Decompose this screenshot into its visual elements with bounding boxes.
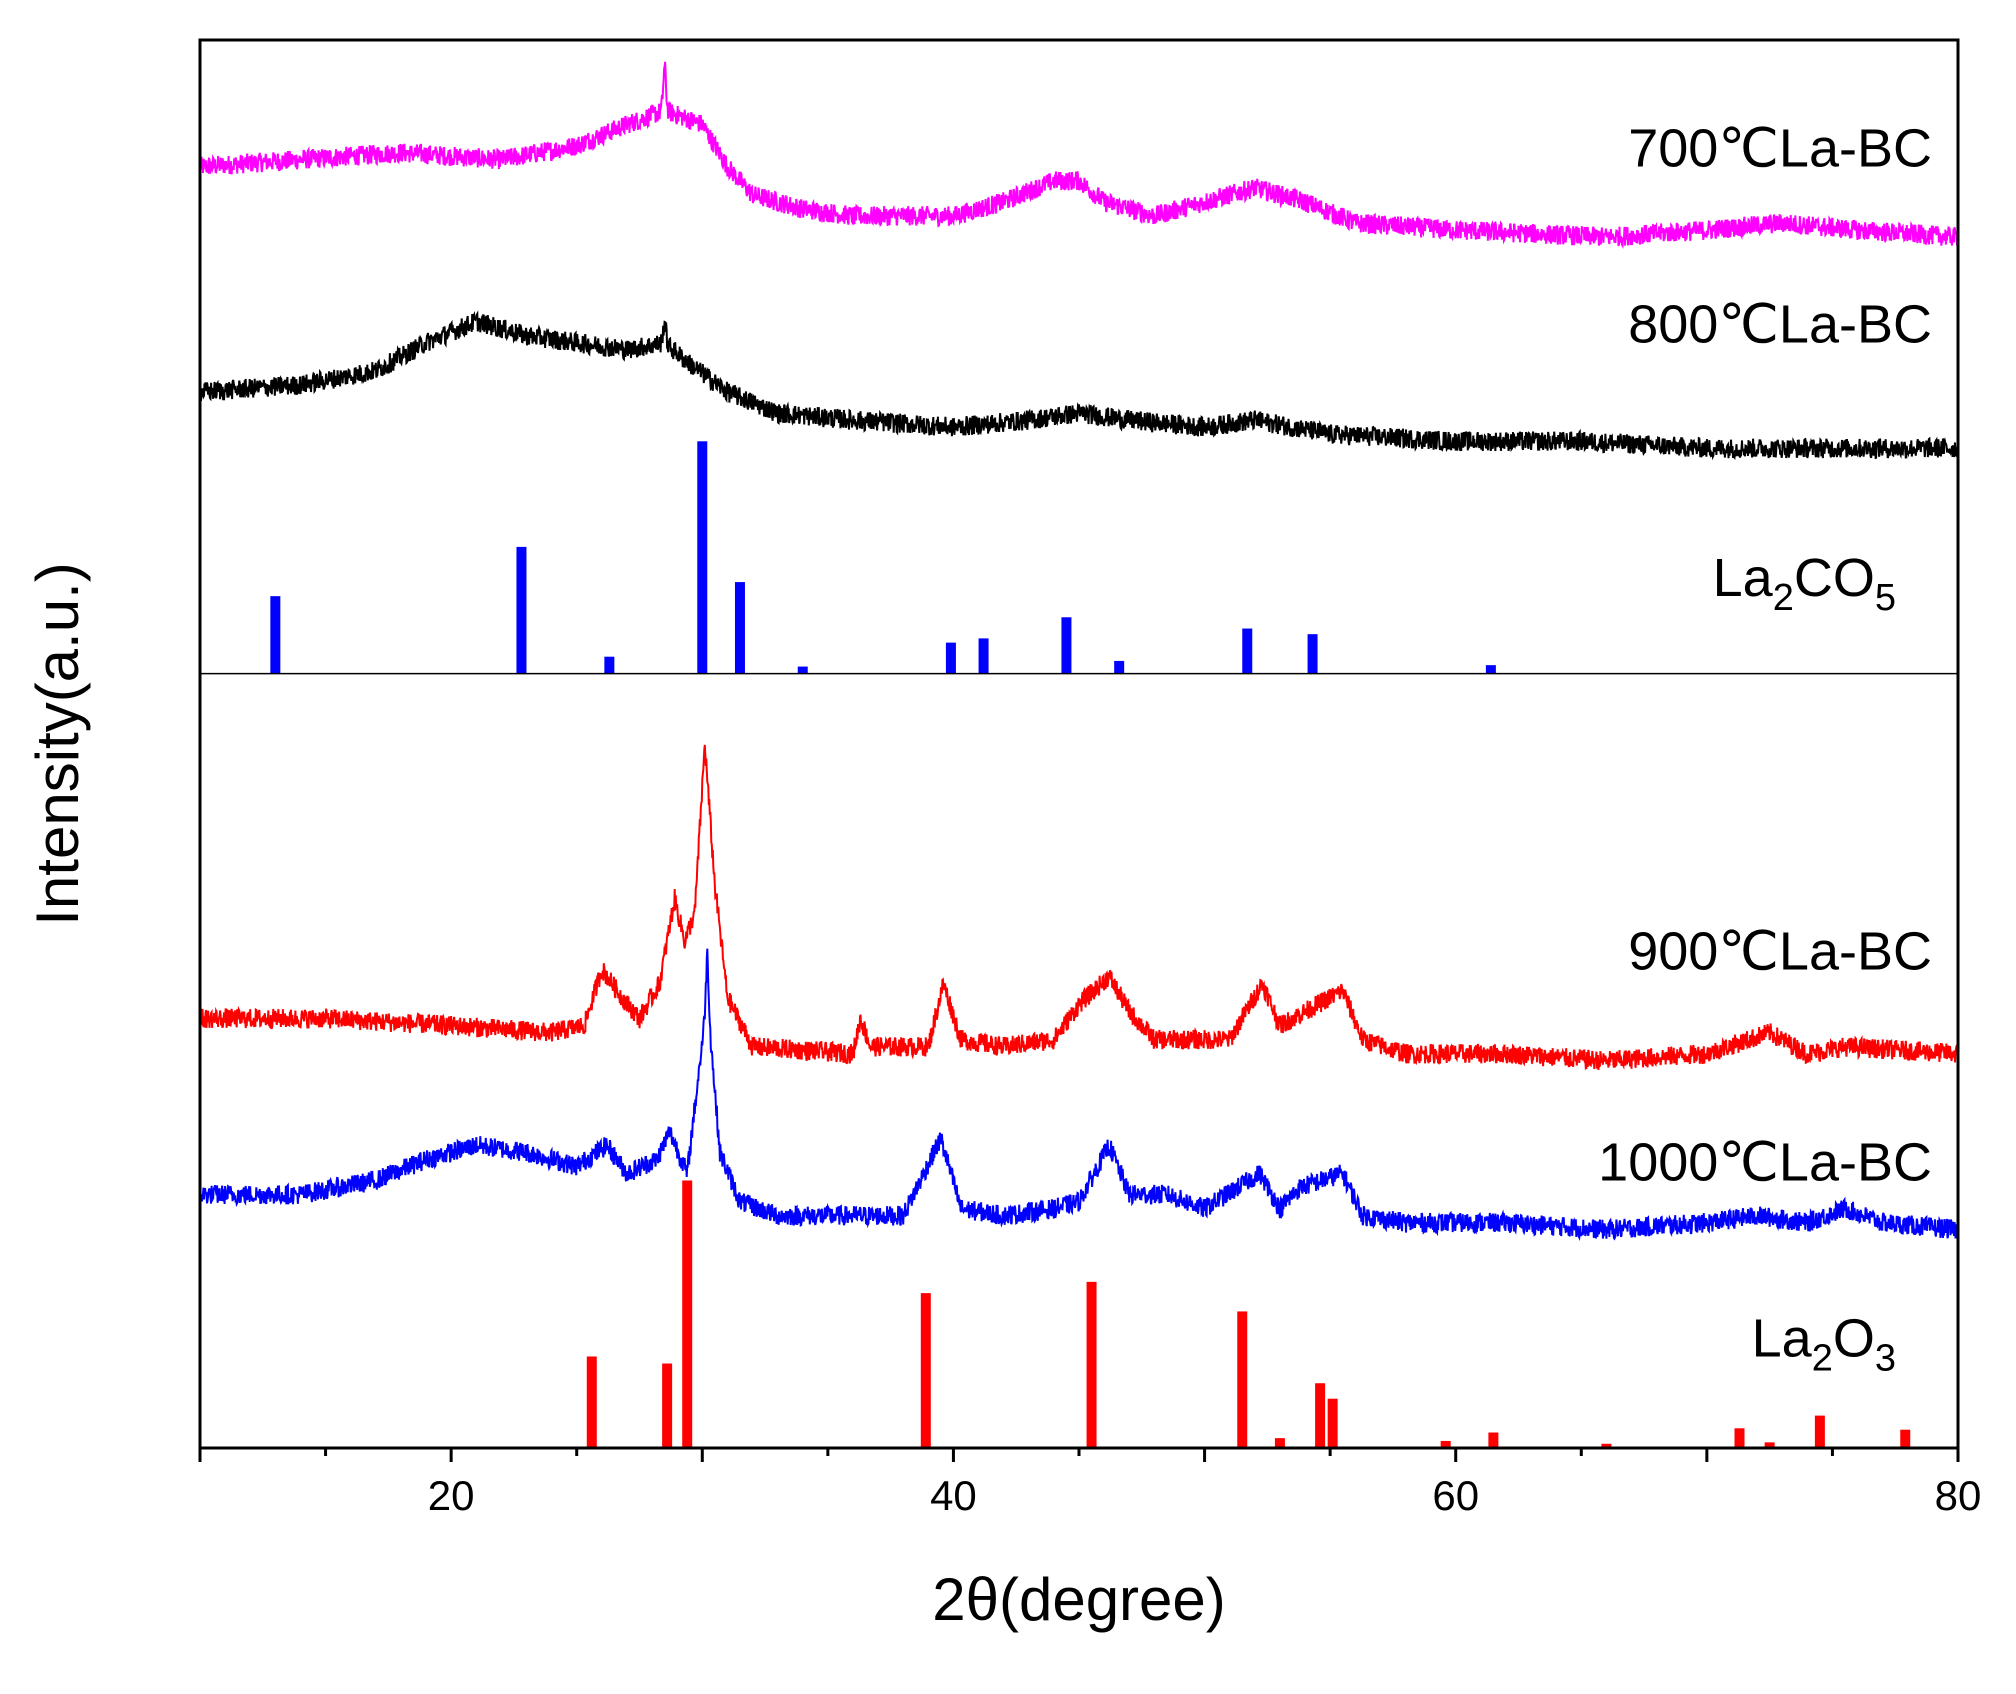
reference-peak-bar — [697, 441, 708, 674]
reference-peak-bar — [1114, 660, 1125, 674]
reference-peak-bar — [1327, 1398, 1338, 1448]
reference-label: La2O3 — [1752, 1308, 1896, 1379]
reference-peak-bar — [662, 1363, 673, 1448]
reference-peak-bar — [1061, 617, 1072, 674]
reference-peak-bar — [1488, 1432, 1499, 1448]
x-tick-label: 60 — [1432, 1472, 1479, 1519]
series-line — [199, 61, 1959, 249]
reference-peak-bar — [978, 638, 989, 674]
reference-peak-bar — [1601, 1443, 1612, 1448]
series-labels: 700℃La-BC 800℃La-BC 900℃La-BC 1000℃La-BC La2… — [1598, 119, 1932, 1380]
reference-peak-bar — [797, 666, 808, 674]
reference-peak-bar — [1734, 1428, 1745, 1448]
series-line — [199, 310, 1959, 461]
reference-peak-bar — [945, 642, 956, 674]
series-label: 1000℃La-BC — [1598, 1132, 1932, 1192]
reference-peak-bar — [734, 582, 745, 674]
reference-peak-bar — [920, 1293, 931, 1448]
reference-peak-bar — [1274, 1438, 1285, 1448]
reference-peak-bar — [1086, 1281, 1097, 1448]
reference-peak-bar — [604, 656, 615, 674]
x-tick-label: 80 — [1935, 1472, 1982, 1519]
reference-layer — [270, 441, 1911, 1448]
reference-peak-bar — [270, 596, 281, 674]
series-label: 800℃La-BC — [1628, 295, 1932, 355]
reference-peak-bar — [1900, 1429, 1911, 1448]
x-tick-label: 20 — [428, 1472, 475, 1519]
x-tick-label: 40 — [930, 1472, 977, 1519]
reference-peak-bar — [516, 546, 527, 674]
reference-peak-bar — [1237, 1311, 1248, 1448]
reference-peak-bar — [1242, 628, 1253, 674]
x-axis: 20 40 60 80 — [198, 1448, 1982, 1519]
reference-peak-bar — [1315, 1383, 1326, 1448]
series-line — [199, 948, 1959, 1241]
series-line — [199, 744, 1959, 1070]
reference-peak-bar — [1764, 1442, 1775, 1448]
reference-peak-bar — [1485, 665, 1496, 674]
x-axis-title: 2θ(degree) — [932, 1566, 1226, 1633]
series-layer — [199, 61, 1959, 1241]
series-label: 900℃La-BC — [1628, 921, 1932, 981]
reference-peak-bar — [1307, 634, 1318, 674]
reference-peak-bar — [1814, 1415, 1825, 1448]
reference-label: La2CO5 — [1713, 548, 1896, 619]
y-axis-title: Intensity(a.u.) — [24, 562, 91, 926]
reference-peak-bar — [1440, 1440, 1451, 1448]
reference-peak-bar — [586, 1356, 597, 1448]
series-label: 700℃La-BC — [1628, 119, 1932, 179]
reference-peak-bar — [682, 1180, 693, 1448]
